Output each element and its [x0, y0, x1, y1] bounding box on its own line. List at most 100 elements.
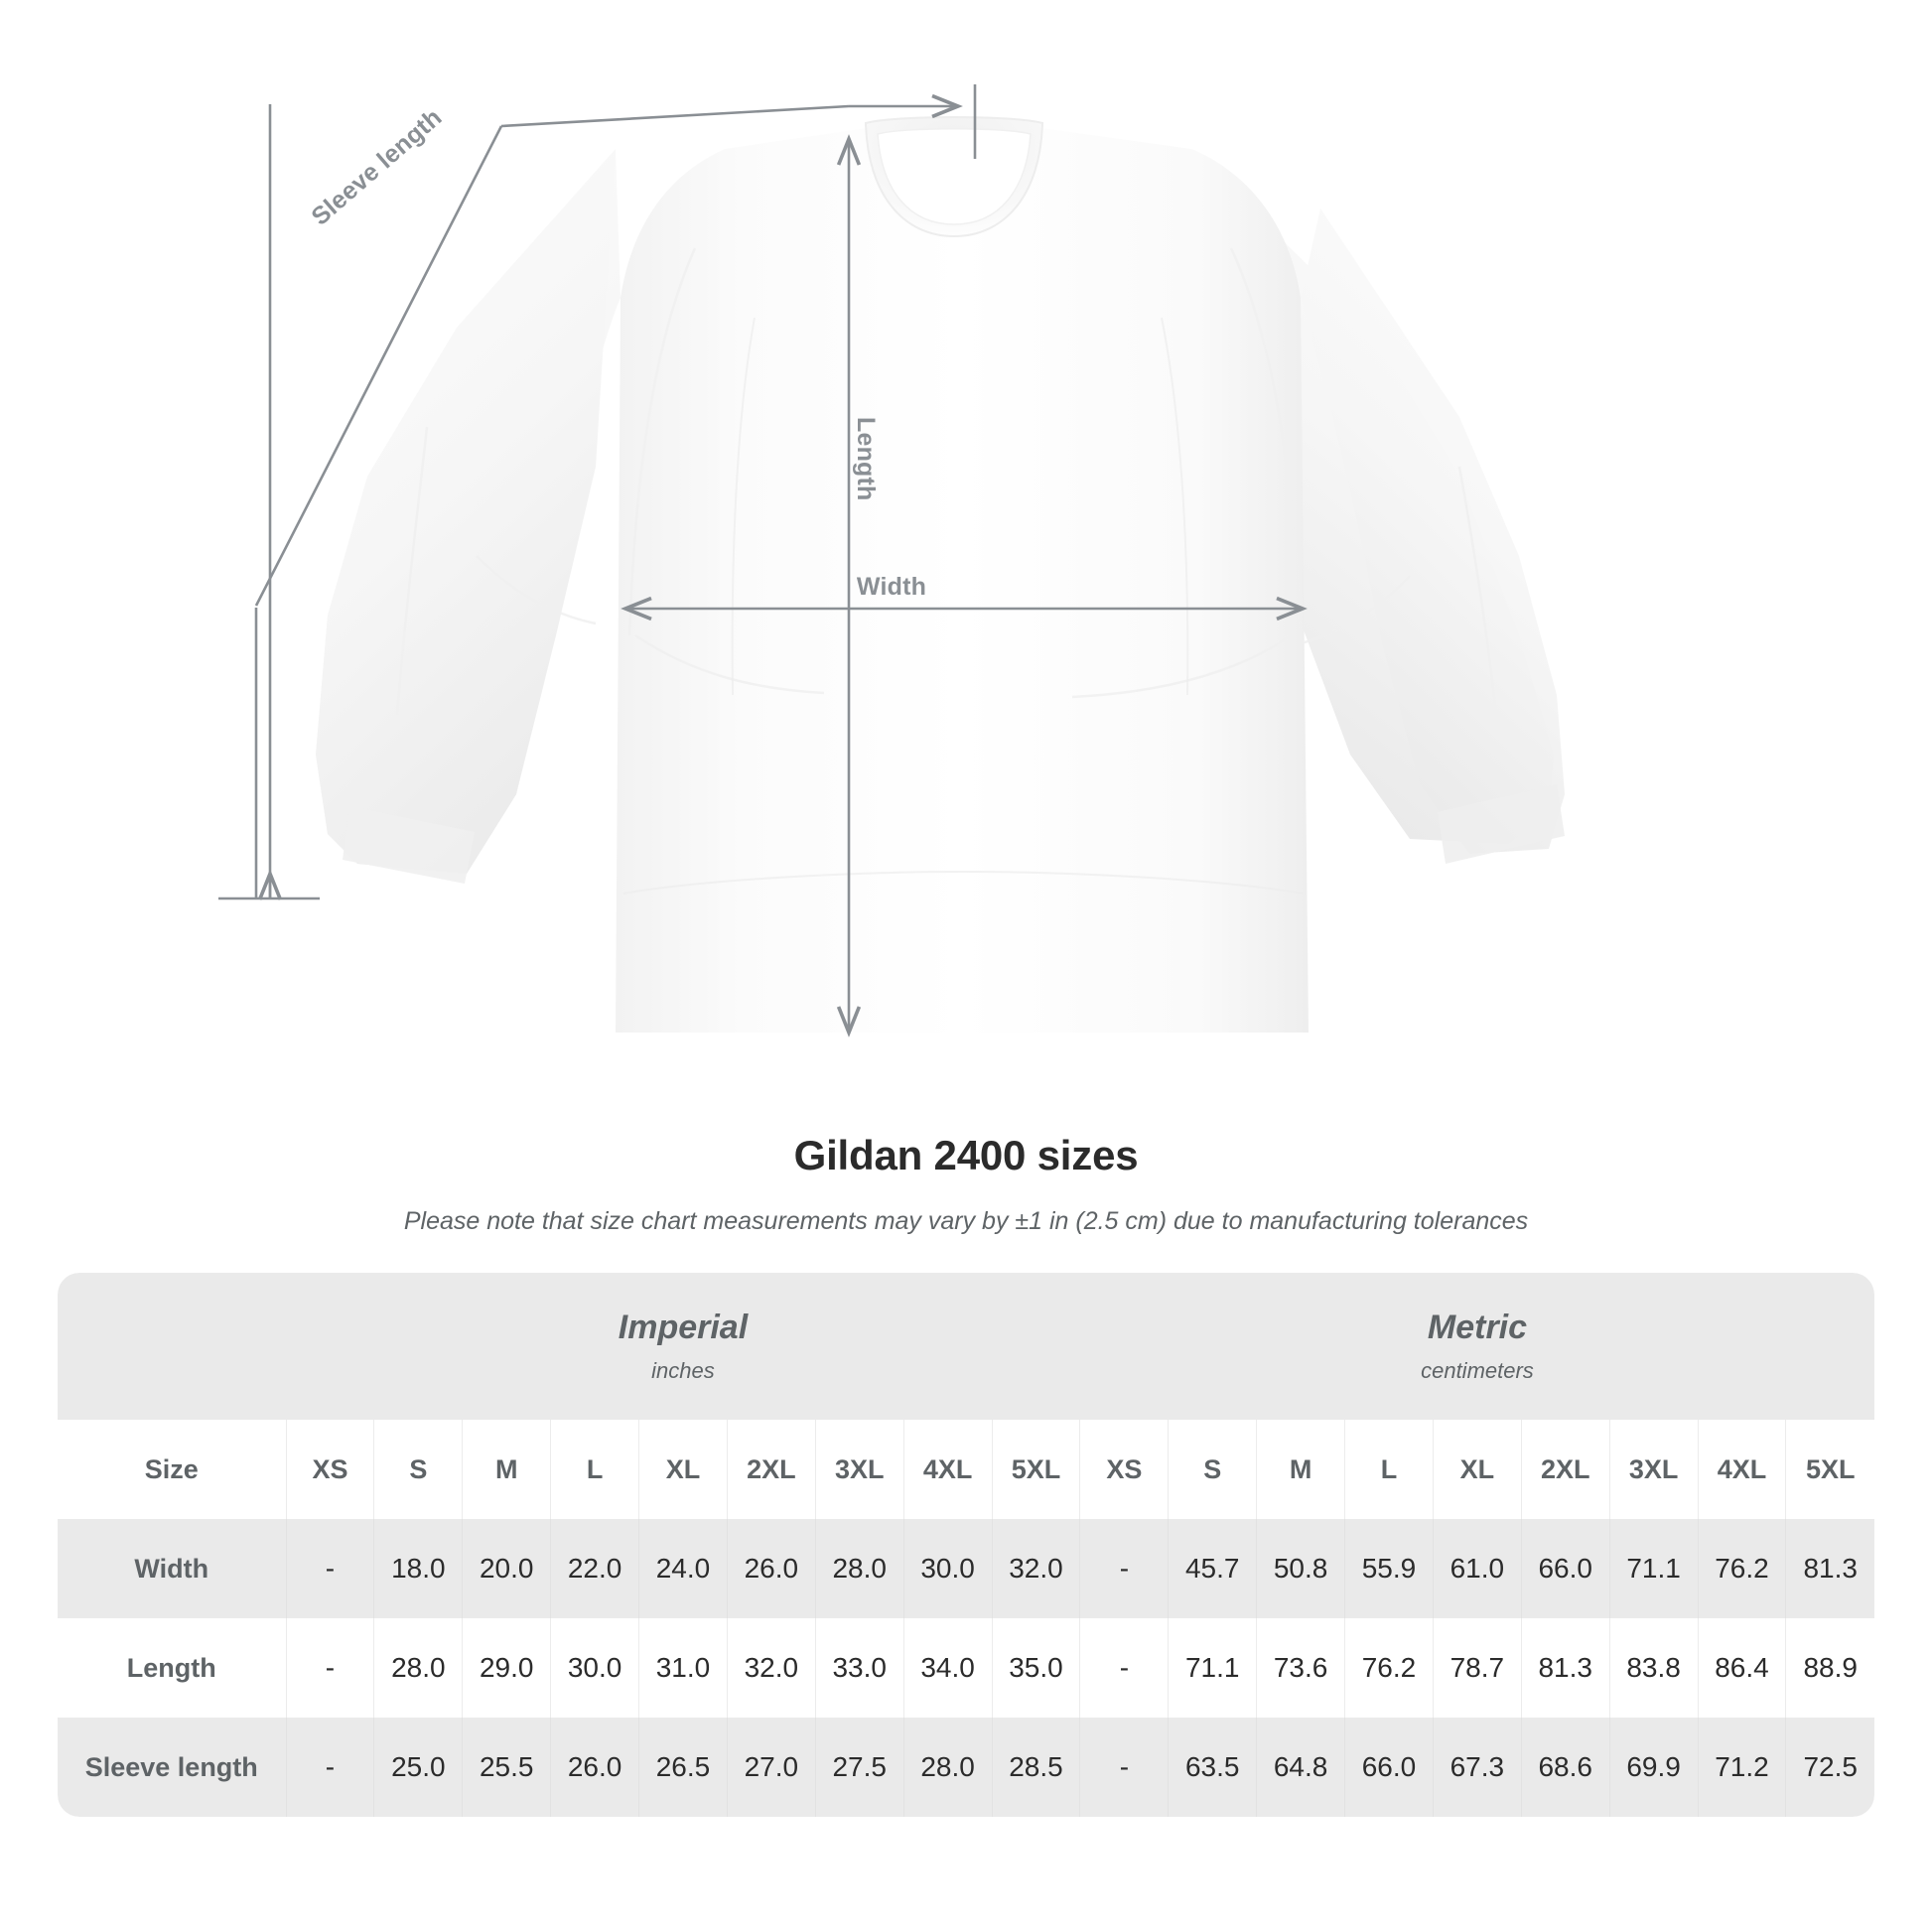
cell-sleeve-length-metric-m: 64.8	[1256, 1718, 1345, 1817]
size-chart-table: Imperial inches Metric centimeters Size XS S M L…	[58, 1273, 1874, 1817]
unit-name: Imperial	[618, 1309, 749, 1347]
unit-banner-metric: Metric centimeters	[1079, 1273, 1874, 1420]
garment-body	[316, 116, 1565, 1033]
size-header-5xl-imperial: 5XL	[991, 1420, 1080, 1519]
cell-length-metric-2xl: 81.3	[1520, 1618, 1610, 1718]
cell-sleeve-length-imperial-2xl: 27.0	[726, 1718, 816, 1817]
cell-width-imperial-m: 20.0	[462, 1519, 551, 1618]
cell-length-imperial-2xl: 32.0	[726, 1618, 816, 1718]
size-header-2xl-metric: 2XL	[1520, 1420, 1610, 1519]
cell-sleeve-length-imperial-s: 25.0	[373, 1718, 463, 1817]
cell-width-metric-s: 45.7	[1168, 1519, 1257, 1618]
cell-length-metric-s: 71.1	[1168, 1618, 1257, 1718]
cell-width-metric-xl: 61.0	[1432, 1519, 1522, 1618]
cell-sleeve-length-imperial-5xl: 28.5	[991, 1718, 1080, 1817]
cell-sleeve-length-metric-xl: 67.3	[1432, 1718, 1522, 1817]
measurement-lines	[218, 84, 1308, 1037]
width-label: Width	[856, 573, 927, 601]
cell-width-imperial-xs: -	[285, 1519, 374, 1618]
page-subtitle: Please note that size chart measurements…	[403, 1207, 1529, 1235]
size-header-l-imperial: L	[550, 1420, 639, 1519]
cell-length-imperial-s: 28.0	[373, 1618, 463, 1718]
cell-width-metric-l: 55.9	[1344, 1519, 1434, 1618]
cell-sleeve-length-metric-3xl: 69.9	[1608, 1718, 1699, 1817]
cell-width-imperial-4xl: 30.0	[902, 1519, 993, 1618]
cell-length-imperial-xs: -	[285, 1618, 374, 1718]
cell-length-imperial-4xl: 34.0	[902, 1618, 993, 1718]
cell-length-metric-l: 76.2	[1344, 1618, 1434, 1718]
table-row: Sleeve length -25.0 25.5 26.0 26.5 27.0 27.5 28…	[58, 1718, 1874, 1817]
cell-width-metric-5xl: 81.3	[1785, 1519, 1874, 1618]
unit-subtitle: centimeters	[1421, 1357, 1534, 1383]
cell-sleeve-length-imperial-4xl: 28.0	[902, 1718, 993, 1817]
cell-sleeve-length-metric-5xl: 72.5	[1785, 1718, 1874, 1817]
size-header-row: Size XS S M L XL 2XL 3XL 4XL 5XL XS S M L XL 2XL 3XL 4XL 5…	[58, 1420, 1874, 1519]
cell-sleeve-length-imperial-xs: -	[285, 1718, 374, 1817]
cell-width-metric-m: 50.8	[1256, 1519, 1345, 1618]
size-header-5xl-metric: 5XL	[1785, 1420, 1874, 1519]
size-header-m-metric: M	[1256, 1420, 1345, 1519]
cell-length-metric-xs: -	[1079, 1618, 1169, 1718]
unit-banner-row: Imperial inches Metric centimeters	[58, 1273, 1874, 1420]
cell-sleeve-length-metric-s: 63.5	[1168, 1718, 1257, 1817]
length-label: Length	[852, 417, 880, 501]
cell-length-metric-m: 73.6	[1256, 1618, 1345, 1718]
sleeve-diagonal-line	[254, 125, 503, 607]
row-label-width: Width	[58, 1519, 287, 1618]
size-chart-table-wrapper: Imperial inches Metric centimeters Size XS S M L…	[58, 1273, 1874, 1817]
title-block: Gildan 2400 sizes Please note that size …	[0, 1132, 1932, 1236]
cell-sleeve-length-imperial-m: 25.5	[462, 1718, 551, 1817]
cell-width-metric-3xl: 71.1	[1608, 1519, 1699, 1618]
size-header-xs-imperial: XS	[285, 1420, 374, 1519]
size-header-l-metric: L	[1344, 1420, 1434, 1519]
cell-length-imperial-l: 30.0	[550, 1618, 639, 1718]
cell-sleeve-length-metric-xs: -	[1079, 1718, 1169, 1817]
cell-sleeve-length-metric-4xl: 71.2	[1697, 1718, 1786, 1817]
sleeve-upper-slope	[500, 104, 850, 128]
cell-width-metric-xs: -	[1079, 1519, 1169, 1618]
size-header-s-metric: S	[1168, 1420, 1257, 1519]
unit-name: Metric	[1427, 1309, 1528, 1347]
cell-length-imperial-xl: 31.0	[638, 1618, 728, 1718]
size-header-4xl-metric: 4XL	[1697, 1420, 1786, 1519]
size-header-3xl-metric: 3XL	[1608, 1420, 1699, 1519]
cell-length-metric-3xl: 83.8	[1608, 1618, 1699, 1718]
cell-width-imperial-xl: 24.0	[638, 1519, 728, 1618]
table-row: Width -18.0 20.0 22.0 24.0 26.0 28.0 30.0 32.0-4…	[58, 1519, 1874, 1618]
cell-width-imperial-3xl: 28.0	[814, 1519, 904, 1618]
cell-width-imperial-5xl: 32.0	[991, 1519, 1080, 1618]
cell-length-imperial-3xl: 33.0	[814, 1618, 904, 1718]
cell-length-imperial-m: 29.0	[462, 1618, 551, 1718]
cell-width-metric-2xl: 66.0	[1520, 1519, 1610, 1618]
cell-length-metric-4xl: 86.4	[1697, 1618, 1786, 1718]
size-header-m-imperial: M	[462, 1420, 551, 1519]
unit-banner-spacer	[58, 1273, 287, 1420]
cell-sleeve-length-imperial-l: 26.0	[550, 1718, 639, 1817]
cell-width-imperial-s: 18.0	[373, 1519, 463, 1618]
size-header-xs-metric: XS	[1079, 1420, 1169, 1519]
cell-sleeve-length-imperial-xl: 26.5	[638, 1718, 728, 1817]
size-header-xl-metric: XL	[1432, 1420, 1522, 1519]
cell-sleeve-length-imperial-3xl: 27.5	[814, 1718, 904, 1817]
table-row: Length -28.0 29.0 30.0 31.0 32.0 33.0 34.0 35.0-…	[58, 1618, 1874, 1718]
size-header-4xl-imperial: 4XL	[902, 1420, 993, 1519]
cell-sleeve-length-metric-2xl: 68.6	[1520, 1718, 1610, 1817]
row-label-length: Length	[58, 1618, 287, 1718]
size-header-s-imperial: S	[373, 1420, 463, 1519]
size-header-3xl-imperial: 3XL	[814, 1420, 904, 1519]
size-header-xl-imperial: XL	[638, 1420, 728, 1519]
cell-length-metric-5xl: 88.9	[1785, 1618, 1874, 1718]
unit-banner-imperial: Imperial inches	[286, 1273, 1080, 1420]
size-column-header: Size	[58, 1420, 287, 1519]
cell-width-imperial-2xl: 26.0	[726, 1519, 816, 1618]
cell-sleeve-length-metric-l: 66.0	[1344, 1718, 1434, 1817]
cell-width-imperial-l: 22.0	[550, 1519, 639, 1618]
unit-subtitle: inches	[651, 1357, 715, 1383]
size-header-2xl-imperial: 2XL	[726, 1420, 816, 1519]
row-label-sleeve-length: Sleeve length	[58, 1718, 287, 1817]
page-title: Gildan 2400 sizes	[793, 1132, 1139, 1178]
cell-width-metric-4xl: 76.2	[1697, 1519, 1786, 1618]
garment-diagram: Sleeve length Length Width	[218, 84, 1565, 1037]
cell-length-metric-xl: 78.7	[1432, 1618, 1522, 1718]
cell-length-imperial-5xl: 35.0	[991, 1618, 1080, 1718]
